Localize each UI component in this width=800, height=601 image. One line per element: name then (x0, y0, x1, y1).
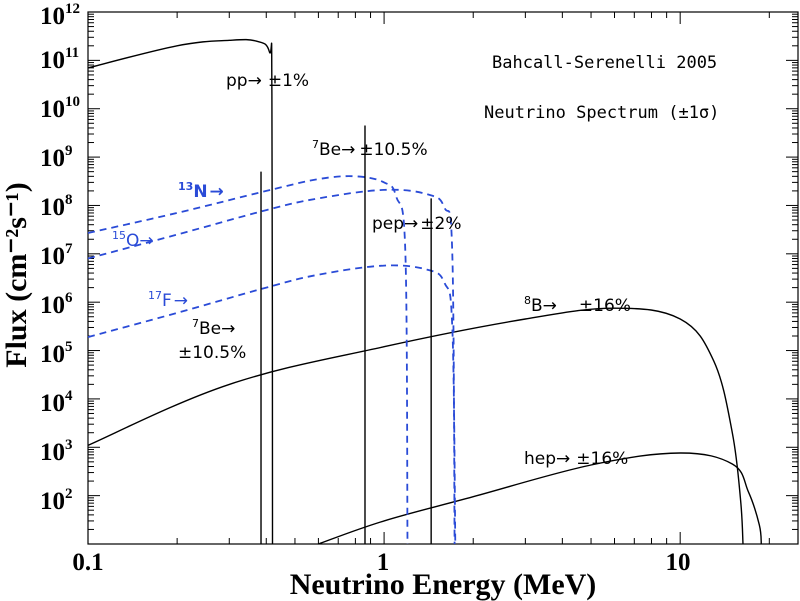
axis-ticks (87, 11, 798, 545)
y-tick-label-1e3: 103 (40, 437, 73, 466)
x-tick-label-0.1: 0.1 (72, 549, 103, 576)
plot-frame (87, 11, 799, 545)
y-tick-label-1e10: 1010 (40, 94, 80, 123)
y-tick-label-1e6: 106 (40, 290, 73, 319)
label-f17: 17F → (148, 289, 188, 311)
curve-15O (87, 188, 456, 545)
y-tick-label-1e7: 107 (40, 241, 73, 270)
spectrum-annotation: Neutrino Spectrum (±1σ) (484, 103, 719, 123)
label-pp: pp→ ±1% (226, 71, 309, 91)
y-tick-label-1e9: 109 (40, 143, 73, 172)
label-hep: hep→ ±16% (524, 449, 628, 469)
label-pep: pep→ ±2% (372, 214, 462, 234)
curve-pp (87, 38, 274, 545)
label-b8: 8B→ ±16% (524, 294, 631, 316)
spectrum-curves (87, 38, 762, 545)
label-be7-384-unc: ±10.5% (178, 343, 246, 363)
y-tick-label-1e12: 1012 (40, 1, 80, 30)
y-tick-label-1e8: 108 (40, 192, 73, 221)
label-be7-862: 7Be→ ±10.5% (312, 138, 428, 160)
x-tick-labels: 0.1 1 10 (72, 549, 690, 576)
curve-13N (87, 175, 409, 545)
y-tick-label-1e2: 102 (40, 486, 73, 515)
y-axis-title: Flux (cm⁻²s⁻¹) (0, 182, 33, 367)
x-tick-label-10: 10 (666, 549, 691, 576)
curve-17F (87, 264, 457, 545)
line-sources (260, 125, 432, 544)
y-tick-label-1e4: 104 (40, 388, 73, 417)
y-tick-label-1e11: 1011 (40, 45, 79, 74)
x-tick-label-1: 1 (377, 549, 390, 576)
source-annotation: Bahcall-Serenelli 2005 (492, 53, 717, 73)
label-n13: 13N → (178, 180, 224, 202)
curve-8B (87, 307, 744, 545)
y-tick-label-1e5: 105 (40, 339, 73, 368)
y-tick-labels: 102 103 104 105 106 107 108 109 1010 101… (40, 1, 80, 515)
x-axis-title: Neutrino Energy (MeV) (290, 568, 597, 601)
label-be7-384-name: 7Be→ (192, 317, 235, 339)
label-o15: 15O→ (112, 229, 154, 251)
